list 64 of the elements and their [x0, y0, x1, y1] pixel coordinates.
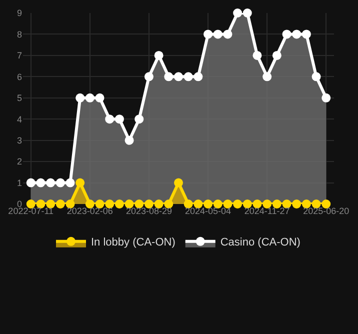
point [184, 200, 193, 208]
point [95, 93, 104, 102]
y-tick-label: 5 [16, 93, 22, 104]
point [105, 200, 114, 208]
point [144, 72, 154, 82]
point [76, 178, 85, 188]
legend-label: Casino (CA-ON) [220, 236, 300, 249]
y-tick-label: 2 [16, 156, 22, 167]
x-tick-label: 2023-02-06 [66, 206, 113, 216]
y-tick-label: 6 [16, 72, 22, 82]
point [282, 200, 292, 208]
point [66, 178, 75, 188]
point [233, 200, 242, 208]
point [223, 30, 232, 39]
point [134, 114, 144, 124]
point [204, 30, 213, 39]
point [322, 93, 331, 102]
point [302, 200, 311, 208]
point [124, 200, 134, 208]
point [174, 178, 183, 188]
point [292, 200, 302, 208]
point [36, 178, 46, 188]
point [174, 72, 183, 82]
y-tick-label: 1 [16, 178, 22, 188]
point [114, 200, 124, 208]
legend-label: In lobby (CA-ON) [91, 236, 176, 249]
point [56, 178, 65, 188]
point [56, 200, 65, 208]
point [242, 8, 252, 18]
point [242, 200, 252, 208]
point [282, 30, 292, 39]
x-tick-label: 2022-07-11 [8, 206, 54, 216]
point [105, 114, 114, 124]
point [194, 72, 203, 82]
point [272, 50, 282, 60]
y-tick-label: 8 [16, 29, 22, 40]
point [26, 178, 36, 188]
point [154, 50, 164, 60]
point [213, 30, 222, 39]
point [252, 50, 262, 60]
point [184, 72, 193, 82]
point [85, 93, 94, 102]
y-tick-label: 3 [16, 135, 22, 146]
y-tick-label: 9 [16, 8, 22, 18]
point [46, 178, 56, 188]
point [223, 200, 232, 208]
point [292, 30, 302, 39]
y-tick-label: 4 [16, 114, 22, 124]
x-tick-label: 2024-11-27 [244, 206, 290, 216]
point [312, 72, 321, 82]
point [66, 200, 75, 208]
point [262, 72, 272, 82]
y-tick-label: 7 [16, 50, 22, 61]
x-tick-label: 2024-05-04 [185, 206, 232, 216]
point [302, 30, 311, 39]
point [164, 72, 174, 82]
x-tick-label: 2023-08-29 [126, 206, 172, 216]
point [76, 93, 85, 102]
point [164, 200, 174, 208]
point [46, 200, 56, 208]
point [124, 136, 134, 145]
point [233, 8, 242, 18]
point [114, 114, 124, 124]
x-tick-label: 2025-06-20 [303, 206, 350, 216]
